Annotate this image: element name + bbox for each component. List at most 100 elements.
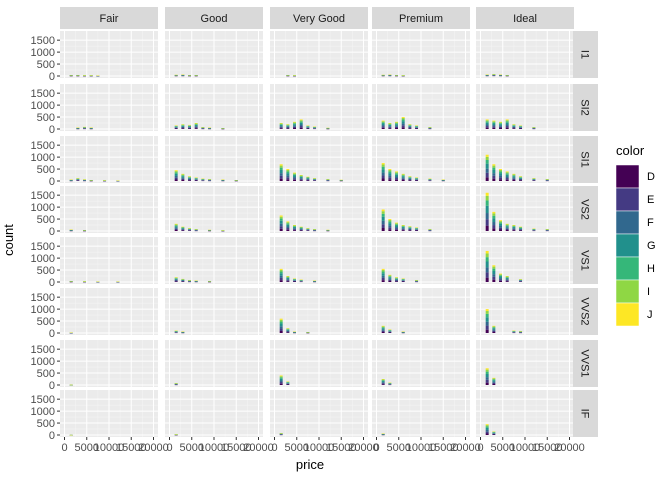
axes-layer: 0500100015000500100015000500100015000500… bbox=[31, 35, 585, 454]
histogram-bar-segment bbox=[306, 179, 310, 181]
histogram-bar-segment bbox=[293, 124, 297, 126]
histogram-bar-segment bbox=[279, 169, 283, 174]
histogram-bar-segment bbox=[279, 128, 283, 129]
facet-panel-good-if bbox=[165, 390, 263, 437]
histogram-bar-segment bbox=[485, 377, 489, 380]
histogram-bar-segment bbox=[401, 229, 405, 231]
facet-panel-ideal-vs2 bbox=[476, 186, 574, 233]
histogram-bar-segment bbox=[279, 173, 283, 176]
strip-background-si1 bbox=[573, 136, 598, 183]
histogram-bar-segment bbox=[194, 127, 198, 129]
histogram-bar-segment bbox=[286, 173, 290, 176]
histogram-bar-segment bbox=[532, 179, 536, 180]
x-tick-label: 20000 bbox=[348, 442, 379, 454]
histogram-bar-segment bbox=[181, 229, 185, 231]
histogram-bar-segment bbox=[76, 179, 80, 180]
histogram-bar-segment bbox=[401, 173, 405, 175]
strip-label-if: IF bbox=[579, 409, 591, 419]
histogram-bar-segment bbox=[512, 125, 516, 127]
histogram-bar-segment bbox=[174, 170, 178, 172]
histogram-bar-segment bbox=[286, 127, 290, 129]
y-tick-label: 1500 bbox=[31, 394, 55, 406]
histogram-bar-segment bbox=[401, 225, 405, 227]
histogram-bar-segment bbox=[279, 220, 283, 224]
strip-background-si2 bbox=[573, 84, 598, 131]
histogram-bar-segment bbox=[519, 227, 523, 229]
histogram-bar-segment bbox=[306, 177, 310, 179]
histogram-bar-segment bbox=[174, 127, 178, 129]
histogram-bar-segment bbox=[395, 178, 399, 180]
histogram-bar-segment bbox=[174, 172, 178, 174]
histogram-bar-segment bbox=[485, 431, 489, 434]
legend-label-i: I bbox=[647, 286, 650, 298]
histogram-bar-segment bbox=[401, 118, 405, 120]
histogram-bar-segment bbox=[485, 373, 489, 378]
histogram-bar-segment bbox=[181, 176, 185, 178]
histogram-bar-segment bbox=[415, 229, 419, 231]
histogram-bar-segment bbox=[519, 230, 523, 231]
y-tick-label: 0 bbox=[49, 380, 55, 392]
histogram-bar-segment bbox=[388, 177, 392, 180]
histogram-bar-segment bbox=[492, 218, 496, 223]
histogram-bar-segment bbox=[492, 377, 496, 379]
histogram-bar-segment bbox=[279, 178, 283, 181]
histogram-bar-segment bbox=[188, 180, 192, 181]
histogram-bar-segment bbox=[408, 128, 412, 129]
histogram-bar-segment bbox=[415, 126, 419, 127]
histogram-bar-segment bbox=[499, 177, 503, 180]
histogram-bar-segment bbox=[293, 174, 297, 176]
histogram-bar-segment bbox=[286, 382, 290, 383]
histogram-bar-segment bbox=[408, 229, 412, 231]
x-tick-label: 10000 bbox=[199, 442, 230, 454]
histogram-bar-segment bbox=[492, 279, 496, 282]
histogram-bar-segment bbox=[512, 174, 516, 176]
histogram-bar-segment bbox=[279, 269, 283, 272]
histogram-bar-segment bbox=[401, 176, 405, 178]
strip-background-i1 bbox=[573, 31, 598, 78]
x-tick-label: 20000 bbox=[243, 442, 274, 454]
facet-panel-good-i1 bbox=[165, 31, 263, 78]
histogram-bar-segment bbox=[286, 280, 290, 282]
histogram-bar-segment bbox=[395, 229, 399, 231]
facet-panel-premium-vvs2 bbox=[372, 288, 470, 335]
histogram-bar-segment bbox=[279, 268, 283, 270]
histogram-bar-segment bbox=[388, 275, 392, 277]
histogram-bar-segment bbox=[381, 269, 385, 272]
histogram-bar-segment bbox=[401, 227, 405, 229]
histogram-bar-segment bbox=[492, 328, 496, 330]
histogram-bar-segment bbox=[492, 123, 496, 126]
histogram-bar-segment bbox=[174, 277, 178, 279]
histogram-bar-segment bbox=[293, 173, 297, 175]
histogram-bar-segment bbox=[512, 178, 516, 180]
histogram-bar-segment bbox=[492, 378, 496, 380]
x-tick-label: 10000 bbox=[94, 442, 125, 454]
histogram-bar-segment bbox=[519, 229, 523, 231]
histogram-bar-segment bbox=[381, 125, 385, 127]
x-tick-label: 15000 bbox=[428, 442, 459, 454]
histogram-bar-segment bbox=[194, 180, 198, 181]
facet-panel-good-vs2 bbox=[165, 186, 263, 233]
histogram-bar-segment bbox=[388, 219, 392, 221]
y-tick-label: 500 bbox=[37, 112, 55, 124]
histogram-bar-segment bbox=[188, 178, 192, 180]
histogram-bar-segment bbox=[279, 175, 283, 179]
histogram-bar-segment bbox=[395, 127, 399, 129]
histogram-bar-segment bbox=[512, 173, 516, 175]
facet-panel-good-vs1 bbox=[165, 237, 263, 284]
histogram-bar-segment bbox=[279, 273, 283, 276]
histogram-bar-segment bbox=[401, 175, 405, 177]
y-tick-label: 0 bbox=[49, 328, 55, 340]
histogram-bar-segment bbox=[512, 126, 516, 128]
y-tick-label: 500 bbox=[37, 214, 55, 226]
histogram-bar-segment bbox=[395, 173, 399, 175]
facet-panel-fair-i1 bbox=[60, 31, 158, 78]
histogram-bar-segment bbox=[519, 280, 523, 281]
facet-panel-very-good-vvs2 bbox=[270, 288, 368, 335]
histogram-bar-segment bbox=[286, 224, 290, 227]
histogram-bar-segment bbox=[512, 124, 516, 126]
facet-panel-premium-vs1 bbox=[372, 237, 470, 284]
histogram-bar-segment bbox=[492, 325, 496, 327]
histogram-bar-segment bbox=[181, 126, 185, 128]
histogram-bar-segment bbox=[286, 126, 290, 128]
histogram-bar-segment bbox=[485, 159, 489, 164]
